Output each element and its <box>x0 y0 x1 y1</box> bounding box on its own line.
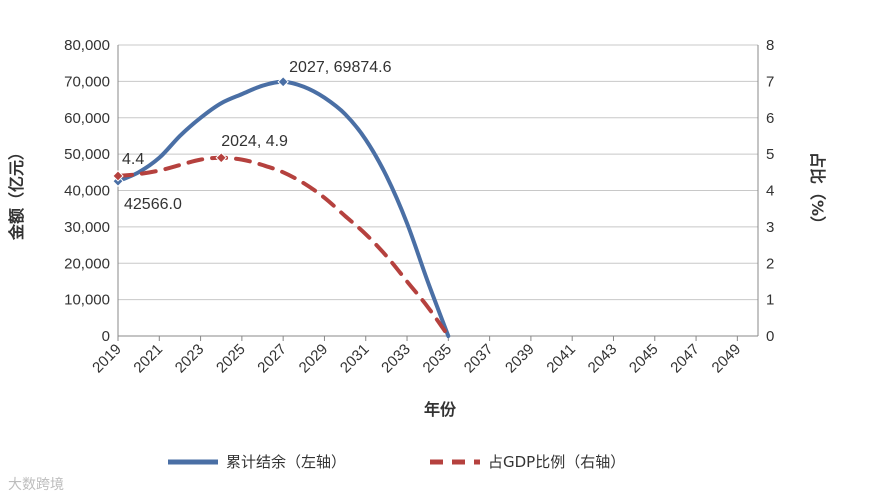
gridlines <box>118 44 758 337</box>
x-tick-label: 2029 <box>296 341 332 377</box>
x-tick-label: 2027 <box>254 341 290 377</box>
legend: 累计结余（左轴） 占GDP比例（右轴） <box>168 453 625 471</box>
y-left-tick-label: 0 <box>102 328 110 345</box>
y-right-tick-label: 6 <box>766 110 774 127</box>
y-left-tick-label: 80,000 <box>64 37 110 54</box>
y-left-tick-label: 30,000 <box>64 219 110 236</box>
y-left-tick-label: 40,000 <box>64 183 110 200</box>
y-right-tick-labels: 0 1 2 3 4 5 6 7 8 <box>766 37 774 345</box>
y-right-tick-label: 4 <box>766 183 774 200</box>
y-right-tick-label: 5 <box>766 146 774 163</box>
x-tick-label: 2047 <box>667 341 703 377</box>
data-annotations: 2027, 69874.6 42566.0 2024, 4.9 4.4 <box>112 59 392 213</box>
x-axis-title: 年份 <box>424 400 457 419</box>
annotation-marker <box>215 152 227 164</box>
x-tick-label: 2021 <box>130 341 166 377</box>
legend-label-gdp-ratio: 占GDP比例（右轴） <box>488 453 625 471</box>
y-right-tick-label: 8 <box>766 37 774 54</box>
x-tick-label: 2049 <box>709 341 745 377</box>
x-tick-label: 2019 <box>89 341 125 377</box>
y-left-tick-labels: 0 10,000 20,000 30,000 40,000 50,000 60,000 70,… <box>64 37 110 345</box>
y-right-axis-title: 占比（%） <box>808 152 827 232</box>
y-left-tick-label: 20,000 <box>64 255 110 272</box>
x-tick-label: 2033 <box>378 341 414 377</box>
annotation-label: 4.4 <box>122 151 144 168</box>
annotation-label: 2024, 4.9 <box>221 133 288 150</box>
y-right-tick-label: 7 <box>766 73 774 90</box>
y-right-tick-label: 3 <box>766 219 774 236</box>
x-tick-label: 2043 <box>585 341 621 377</box>
axes <box>117 45 759 337</box>
watermark-text: 大数跨境 <box>8 477 64 493</box>
y-left-tick-label: 60,000 <box>64 110 110 127</box>
x-tick-labels: 2019 2021 2023 2025 2027 2029 2031 2033 2035 2037… <box>89 336 744 376</box>
y-left-tick-label: 50,000 <box>64 146 110 163</box>
x-tick-label: 2035 <box>420 341 456 377</box>
legend-label-balance: 累计结余（左轴） <box>226 453 346 471</box>
y-right-tick-label: 2 <box>766 255 774 272</box>
y-right-tick-label: 1 <box>766 292 774 309</box>
y-left-tick-label: 70,000 <box>64 73 110 90</box>
watermark: 大数跨境 <box>8 474 64 494</box>
x-tick-label: 2037 <box>461 341 497 377</box>
y-left-tick-label: 10,000 <box>64 292 110 309</box>
x-tick-label: 2045 <box>626 341 662 377</box>
annotation-marker <box>277 76 289 88</box>
x-tick-label: 2039 <box>502 341 538 377</box>
y-left-axis-title: 金额（亿元） <box>7 144 26 241</box>
x-tick-label: 2041 <box>543 341 579 377</box>
annotation-marker <box>112 170 124 182</box>
annotation-label: 2027, 69874.6 <box>289 59 391 76</box>
x-tick-label: 2031 <box>337 341 373 377</box>
x-tick-label: 2025 <box>213 341 249 377</box>
annotation-label: 42566.0 <box>124 196 182 213</box>
series-line-gdp-ratio <box>116 155 451 338</box>
x-tick-label: 2023 <box>172 341 208 377</box>
y-right-tick-label: 0 <box>766 328 774 345</box>
